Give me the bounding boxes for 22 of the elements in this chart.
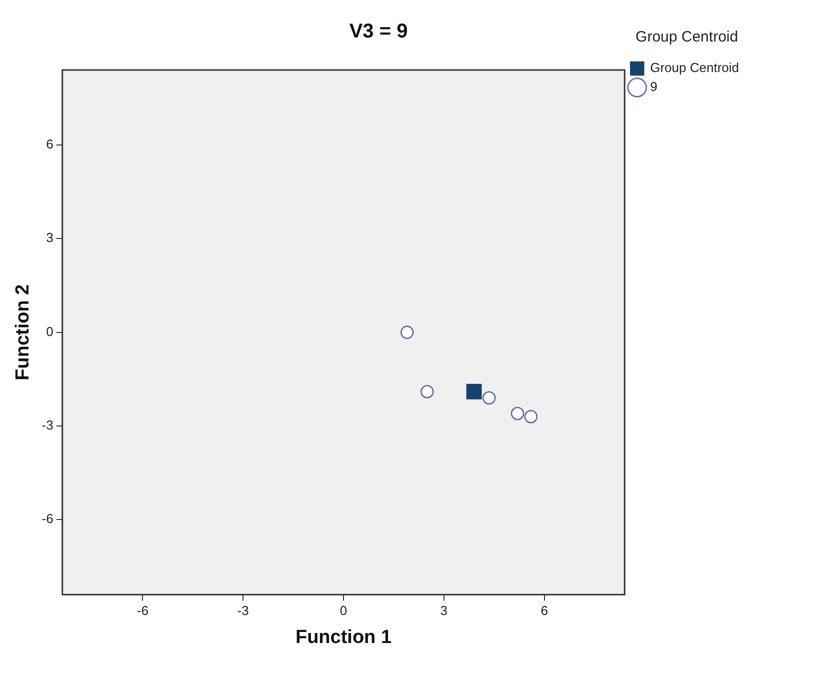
point	[482, 391, 496, 405]
x-tick-label: -6	[136, 602, 148, 618]
y-tick-label: 0	[46, 324, 54, 339]
point	[420, 384, 434, 398]
x-tick-label: 6	[540, 602, 548, 618]
chart-title: V3 = 9	[349, 20, 408, 43]
y-tick-label: -3	[42, 418, 54, 433]
point	[524, 410, 538, 424]
y-axis-title: Function 2	[12, 284, 34, 380]
y-tick-label: 6	[46, 136, 54, 152]
point	[510, 406, 524, 420]
y-tick-label: -6	[42, 511, 54, 526]
point	[466, 384, 482, 400]
legend-label: 9	[650, 79, 658, 94]
legend-title: Group Centroid	[636, 28, 738, 46]
x-tick-label: 0	[340, 602, 348, 618]
x-tick-label: 3	[440, 602, 448, 618]
point	[400, 326, 414, 339]
legend-label: Group Centroid	[650, 60, 740, 76]
x-axis-title: Function 1	[295, 626, 392, 648]
y-tick-label: 3	[46, 230, 54, 246]
x-tick-label: -3	[237, 602, 249, 618]
